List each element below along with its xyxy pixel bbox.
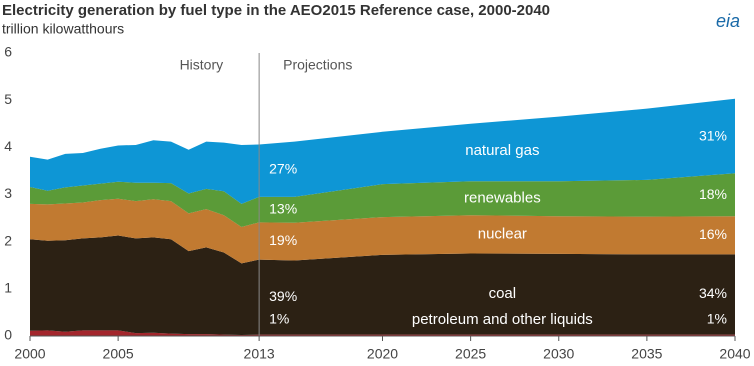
x-tick-label: 2000 bbox=[14, 346, 45, 362]
share-label: 34% bbox=[699, 285, 727, 301]
y-tick-label: 6 bbox=[4, 44, 12, 60]
share-label: 1% bbox=[269, 311, 289, 327]
share-label: 31% bbox=[699, 128, 727, 144]
series-label: petroleum and other liquids bbox=[412, 311, 593, 328]
x-tick-label: 2020 bbox=[367, 346, 398, 362]
y-tick-label: 1 bbox=[4, 280, 12, 296]
share-label: 27% bbox=[269, 161, 297, 177]
area bbox=[30, 98, 735, 204]
annotation: History bbox=[180, 57, 224, 73]
annotation: Projections bbox=[283, 57, 352, 73]
chart-title: Electricity generation by fuel type in t… bbox=[2, 2, 550, 19]
share-label: 1% bbox=[707, 311, 727, 327]
x-tick-label: 2035 bbox=[631, 346, 662, 362]
x-tick-label: 2030 bbox=[543, 346, 574, 362]
y-tick-label: 4 bbox=[4, 138, 12, 154]
y-tick-label: 5 bbox=[4, 91, 12, 107]
share-label: 39% bbox=[269, 288, 297, 304]
y-tick-label: 2 bbox=[4, 232, 12, 248]
x-tick-label: 2025 bbox=[455, 346, 486, 362]
y-tick-label: 3 bbox=[4, 185, 12, 201]
share-label: 19% bbox=[269, 232, 297, 248]
area bbox=[30, 235, 735, 336]
series-label: renewables bbox=[464, 189, 541, 206]
logo: eia bbox=[716, 11, 740, 31]
series-label: natural gas bbox=[465, 142, 539, 159]
share-label: 18% bbox=[699, 186, 727, 202]
series-label: coal bbox=[489, 285, 517, 302]
share-label: 16% bbox=[699, 226, 727, 242]
y-tick-label: 0 bbox=[4, 327, 12, 343]
x-tick-label: 2005 bbox=[103, 346, 134, 362]
series-label: nuclear bbox=[478, 226, 527, 243]
x-tick-label: 2040 bbox=[719, 346, 750, 362]
area bbox=[30, 173, 735, 228]
x-tick-label: 2013 bbox=[244, 346, 275, 362]
share-label: 13% bbox=[269, 200, 297, 216]
chart-subtitle: trillion kilowatthours bbox=[2, 21, 124, 37]
area bbox=[30, 198, 735, 264]
